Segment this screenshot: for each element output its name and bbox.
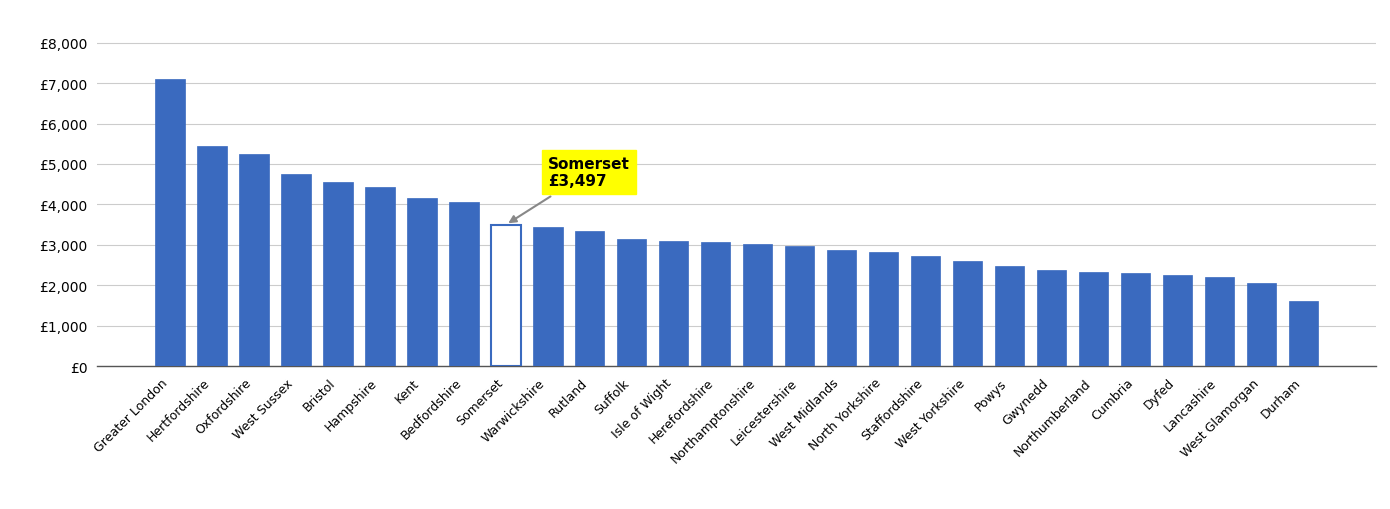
Bar (617, 239, 646, 366)
Bar (952, 262, 983, 366)
Bar (324, 183, 353, 366)
Bar (491, 225, 521, 366)
Text: Somerset
£3,497: Somerset £3,497 (510, 157, 630, 222)
Bar (534, 227, 563, 366)
Bar (281, 175, 311, 366)
Bar (995, 266, 1024, 366)
Bar (1205, 278, 1234, 366)
Bar (197, 147, 227, 366)
Bar (1247, 284, 1276, 366)
Bar (156, 80, 185, 366)
Bar (1289, 302, 1318, 366)
Bar (701, 243, 730, 366)
Bar (659, 241, 688, 366)
Bar (744, 244, 773, 366)
Bar (449, 203, 478, 366)
Bar (827, 250, 856, 366)
Bar (239, 155, 268, 366)
Bar (910, 257, 940, 366)
Bar (1162, 276, 1193, 366)
Bar (869, 252, 898, 366)
Bar (1037, 270, 1066, 366)
Bar (575, 231, 605, 366)
Bar (785, 246, 815, 366)
Bar (407, 199, 436, 366)
Bar (366, 188, 395, 366)
Bar (1079, 272, 1108, 366)
Bar (1120, 274, 1150, 366)
